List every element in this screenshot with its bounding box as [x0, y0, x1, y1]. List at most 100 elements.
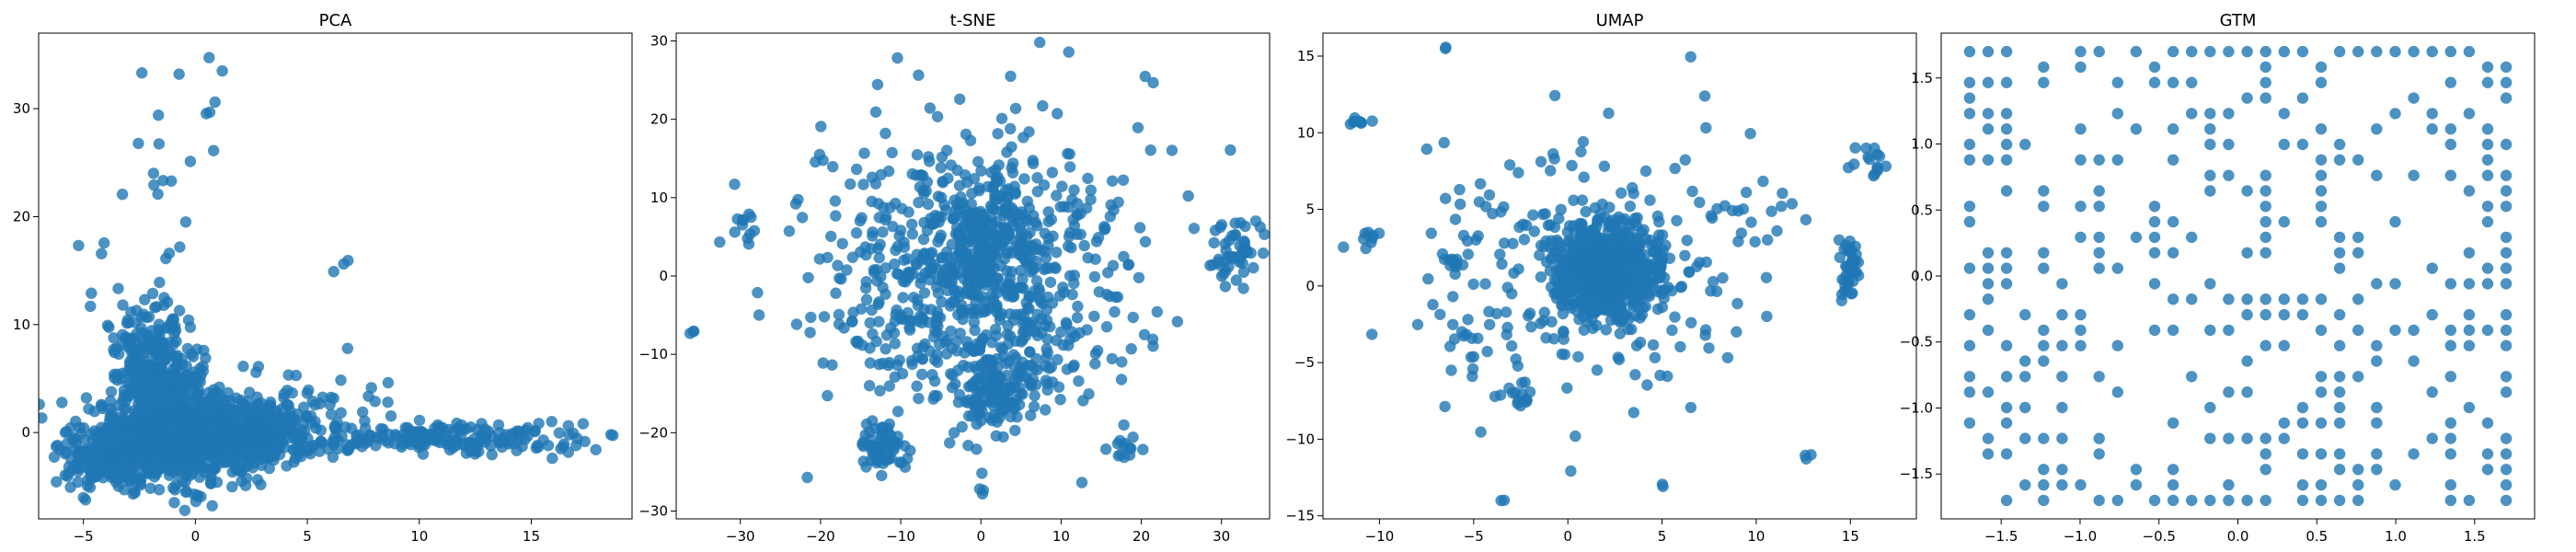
umap-point [1554, 241, 1566, 253]
tsne-point [1213, 256, 1225, 269]
tsne-point [1003, 355, 1015, 368]
pca-title: PCA [319, 11, 352, 30]
tsne-point [976, 360, 988, 373]
pca-point [85, 447, 98, 459]
tsne-point [1127, 431, 1139, 443]
tsne-point [1237, 266, 1250, 278]
pca-point [153, 484, 166, 496]
tsne-point [1077, 395, 1089, 407]
gtm-point [2111, 262, 2123, 274]
tsne-point [1001, 146, 1013, 158]
tsne-point [783, 225, 796, 237]
pca-point [179, 403, 192, 415]
tsne-point [1009, 187, 1022, 199]
gtm-point [2038, 324, 2050, 337]
tsne-point [976, 467, 988, 479]
gtm-point [2075, 339, 2087, 351]
gtm-point [2204, 185, 2216, 197]
tsne-point [1018, 282, 1029, 294]
umap-point [1434, 308, 1446, 320]
gtm-point [2444, 138, 2456, 151]
umap-point [1438, 136, 1450, 149]
gtm-point [2296, 45, 2309, 58]
gtm-point [2075, 154, 2087, 166]
tsne-point [1025, 292, 1038, 304]
umap-point [1503, 159, 1516, 171]
pca-y-tick-label: 0 [21, 424, 30, 441]
pca-point [224, 442, 237, 454]
gtm-point [2093, 231, 2105, 244]
tsne-point [940, 204, 952, 216]
umap-point [1564, 220, 1576, 232]
gtm-point [1982, 262, 1995, 274]
gtm-point [2148, 76, 2161, 88]
pca-point [112, 443, 125, 456]
umap-y-tick-label: 15 [1297, 48, 1315, 64]
pca-point [163, 247, 176, 259]
tsne-point [1046, 297, 1059, 309]
pca-point [533, 418, 545, 430]
gtm-point [2204, 324, 2216, 337]
pca-point [208, 144, 220, 156]
pca-point [256, 459, 268, 471]
gtm-point [1963, 76, 1976, 88]
tsne-point [1039, 227, 1051, 239]
umap-point [1628, 216, 1640, 229]
gtm-point [2463, 494, 2476, 507]
umap-point [1616, 187, 1627, 199]
tsne-x-tick-label: 10 [1052, 528, 1070, 545]
gtm-point [2056, 464, 2068, 476]
umap-y-tick-label: 5 [1305, 201, 1315, 218]
gtm-point [2333, 401, 2346, 414]
umap-y-tick-label: −5 [1294, 354, 1315, 371]
umap-point [1500, 306, 1512, 318]
tsne-point [1075, 477, 1088, 489]
gtm-point [2111, 386, 2123, 398]
pca-point [73, 239, 85, 252]
umap-point [1338, 241, 1350, 253]
tsne-point [1085, 184, 1098, 196]
pca-point [563, 429, 575, 441]
tsne-point [1043, 362, 1055, 374]
tsne-point [1230, 274, 1243, 286]
gtm-point [2333, 448, 2346, 460]
umap-point [1507, 237, 1519, 249]
tsne-point [1004, 308, 1016, 320]
umap-x-tick-label: 10 [1747, 528, 1765, 545]
pca-point [197, 360, 209, 373]
gtm-point [2038, 494, 2050, 507]
tsne-point [890, 244, 902, 257]
tsne-point [841, 264, 853, 276]
pca-point [147, 167, 160, 179]
gtm-point [2148, 494, 2161, 507]
umap-point [1420, 143, 1433, 155]
gtm-point [2278, 432, 2290, 444]
tsne-y-tick-label: −10 [638, 346, 668, 362]
tsne-point [873, 316, 885, 328]
umap-x-tick-label: −10 [1365, 528, 1395, 545]
gtm-point [1982, 45, 1995, 58]
gtm-point [1963, 108, 1976, 120]
gtm-point [2500, 339, 2513, 351]
tsne-point [1065, 242, 1077, 254]
tsne-point [933, 211, 945, 223]
umap-x-tick-label: 0 [1563, 528, 1572, 545]
tsne-point [945, 368, 957, 380]
pca-point [230, 392, 242, 404]
gtm-point [2130, 45, 2143, 58]
pca-point [286, 386, 298, 399]
pca-point [479, 423, 491, 435]
tsne-point [815, 121, 827, 132]
tsne-point [1068, 270, 1081, 282]
tsne-point [941, 335, 953, 347]
gtm-point [2481, 154, 2494, 166]
umap-point [1565, 465, 1577, 477]
gtm-point [2241, 247, 2253, 259]
tsne-point [1009, 374, 1021, 385]
gtm-point [2315, 417, 2328, 429]
pca-point [223, 418, 235, 430]
gtm-point [2463, 339, 2476, 351]
pca-point [190, 385, 201, 397]
umap-point [1449, 268, 1461, 281]
pca-point [237, 361, 249, 373]
